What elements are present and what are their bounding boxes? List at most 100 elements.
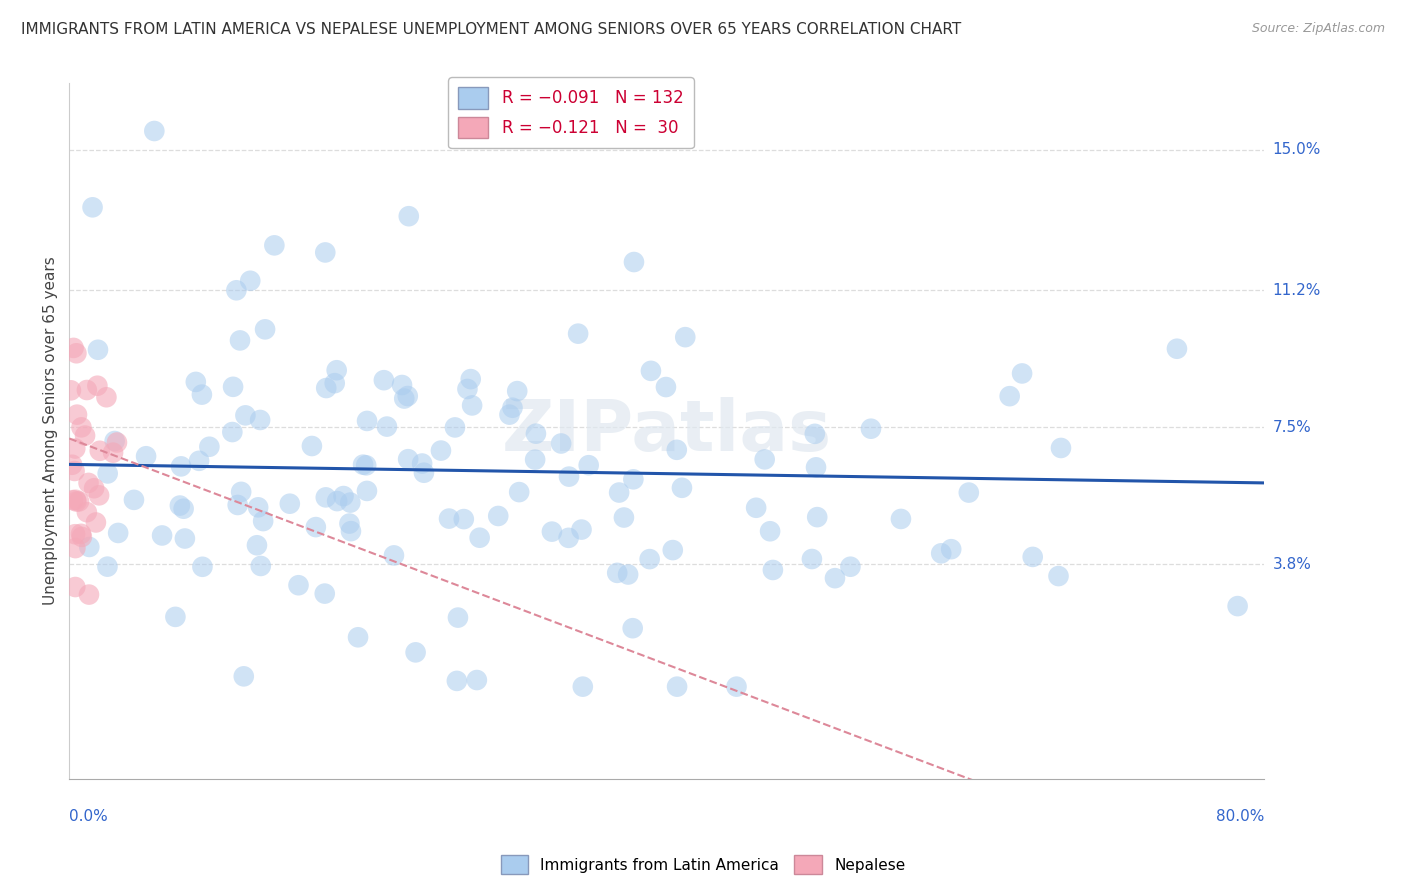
Point: [76, 505, 98, 519]
Point: [508, 485, 530, 500]
Point: [62, 493, 84, 508]
Point: [278, 497, 301, 511]
Point: [77, 588, 100, 602]
Point: [578, 458, 600, 473]
Point: [122, 492, 145, 507]
Point: [170, 459, 193, 474]
Point: [70, 420, 93, 434]
Point: [524, 452, 547, 467]
Point: [662, 543, 685, 558]
Point: [301, 439, 323, 453]
Text: IMMIGRANTS FROM LATIN AMERICA VS NEPALESE UNEMPLOYMENT AMONG SENIORS OVER 65 YEA: IMMIGRANTS FROM LATIN AMERICA VS NEPALES…: [21, 22, 962, 37]
Point: [235, 409, 257, 423]
Point: [96, 390, 118, 404]
Point: [66, 408, 89, 422]
Point: [62, 341, 84, 355]
Point: [804, 460, 827, 475]
Point: [352, 458, 374, 472]
Point: [394, 392, 416, 406]
Point: [83, 481, 105, 495]
Text: 80.0%: 80.0%: [1216, 809, 1264, 824]
Point: [557, 531, 579, 545]
Point: [572, 680, 595, 694]
Point: [229, 334, 252, 348]
Point: [396, 452, 419, 467]
Point: [655, 380, 678, 394]
Point: [824, 571, 846, 585]
Point: [382, 549, 405, 563]
Point: [191, 559, 214, 574]
Point: [453, 512, 475, 526]
Point: [506, 384, 529, 398]
Point: [315, 491, 337, 505]
Point: [762, 563, 785, 577]
Point: [621, 472, 644, 486]
Point: [198, 440, 221, 454]
Point: [567, 326, 589, 341]
Point: [65, 541, 87, 555]
Point: [314, 586, 336, 600]
Point: [65, 580, 87, 594]
Point: [405, 645, 427, 659]
Point: [447, 610, 470, 624]
Legend: Immigrants from Latin America, Nepalese: Immigrants from Latin America, Nepalese: [495, 849, 911, 880]
Point: [638, 552, 661, 566]
Point: [1050, 441, 1073, 455]
Point: [249, 558, 271, 573]
Point: [356, 414, 378, 428]
Point: [957, 485, 980, 500]
Point: [666, 680, 689, 694]
Point: [745, 500, 768, 515]
Point: [107, 525, 129, 540]
Point: [67, 494, 90, 508]
Point: [101, 445, 124, 459]
Point: [65, 492, 87, 507]
Point: [249, 413, 271, 427]
Point: [396, 389, 419, 403]
Point: [65, 494, 87, 508]
Point: [665, 442, 688, 457]
Point: [606, 566, 628, 580]
Point: [84, 516, 107, 530]
Point: [524, 426, 547, 441]
Point: [325, 363, 347, 377]
Point: [413, 466, 436, 480]
Legend: R = −0.091   N = 132, R = −0.121   N =  30: R = −0.091 N = 132, R = −0.121 N = 30: [449, 78, 693, 148]
Point: [326, 494, 349, 508]
Point: [613, 510, 636, 524]
Point: [63, 464, 86, 478]
Point: [890, 512, 912, 526]
Point: [1226, 599, 1249, 613]
Point: [339, 495, 361, 509]
Point: [375, 419, 398, 434]
Point: [356, 483, 378, 498]
Point: [173, 532, 195, 546]
Point: [254, 322, 277, 336]
Point: [502, 401, 524, 415]
Point: [222, 380, 245, 394]
Point: [1022, 549, 1045, 564]
Point: [398, 209, 420, 223]
Point: [446, 673, 468, 688]
Point: [640, 364, 662, 378]
Text: 15.0%: 15.0%: [1272, 142, 1320, 157]
Point: [671, 481, 693, 495]
Point: [347, 630, 370, 644]
Point: [239, 274, 262, 288]
Y-axis label: Unemployment Among Seniors over 65 years: Unemployment Among Seniors over 65 years: [44, 257, 58, 606]
Point: [188, 454, 211, 468]
Point: [105, 435, 128, 450]
Point: [486, 508, 509, 523]
Point: [226, 498, 249, 512]
Point: [411, 457, 433, 471]
Point: [339, 516, 361, 531]
Point: [498, 408, 520, 422]
Point: [87, 488, 110, 502]
Point: [263, 238, 285, 252]
Point: [96, 559, 118, 574]
Point: [839, 559, 862, 574]
Point: [73, 428, 96, 442]
Point: [287, 578, 309, 592]
Point: [169, 499, 191, 513]
Text: 11.2%: 11.2%: [1272, 283, 1320, 298]
